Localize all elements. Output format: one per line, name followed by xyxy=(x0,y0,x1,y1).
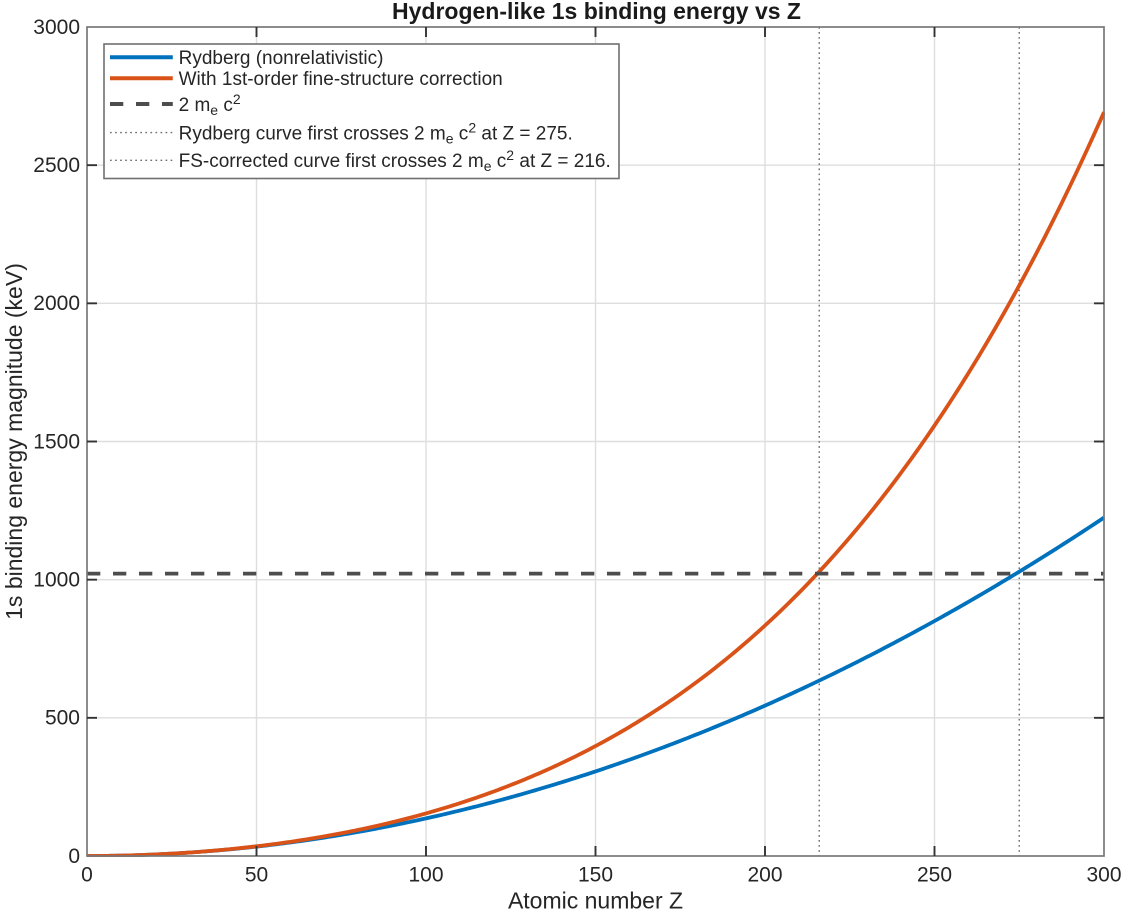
svg-text:250: 250 xyxy=(917,863,952,886)
svg-text:3000: 3000 xyxy=(33,16,80,39)
svg-text:150: 150 xyxy=(578,863,613,886)
svg-text:0: 0 xyxy=(81,863,93,886)
svg-text:100: 100 xyxy=(408,863,443,886)
svg-text:50: 50 xyxy=(245,863,268,886)
svg-text:Rydberg curve first crosses 2: Rydberg curve first crosses 2 me c2 at Z… xyxy=(179,119,573,146)
svg-text:1s binding energy magnitude (k: 1s binding energy magnitude (keV) xyxy=(1,263,27,620)
svg-text:500: 500 xyxy=(45,707,80,730)
svg-text:FS-corrected curve first cross: FS-corrected curve first crosses 2 me c2… xyxy=(179,147,611,174)
svg-text:1000: 1000 xyxy=(33,569,80,592)
svg-text:2 me c2: 2 me c2 xyxy=(179,91,241,118)
svg-text:Atomic number Z: Atomic number Z xyxy=(508,887,683,912)
svg-text:With 1st-order fine-structure: With 1st-order fine-structure correction xyxy=(179,69,503,90)
svg-text:Hydrogen-like 1s binding energ: Hydrogen-like 1s binding energy vs Z xyxy=(392,0,801,24)
svg-text:2000: 2000 xyxy=(33,292,80,315)
svg-text:Rydberg (nonrelativistic): Rydberg (nonrelativistic) xyxy=(179,48,384,69)
svg-text:2500: 2500 xyxy=(33,154,80,177)
svg-text:300: 300 xyxy=(1086,863,1121,886)
svg-text:1500: 1500 xyxy=(33,430,80,453)
svg-text:0: 0 xyxy=(68,845,80,868)
svg-text:200: 200 xyxy=(747,863,782,886)
